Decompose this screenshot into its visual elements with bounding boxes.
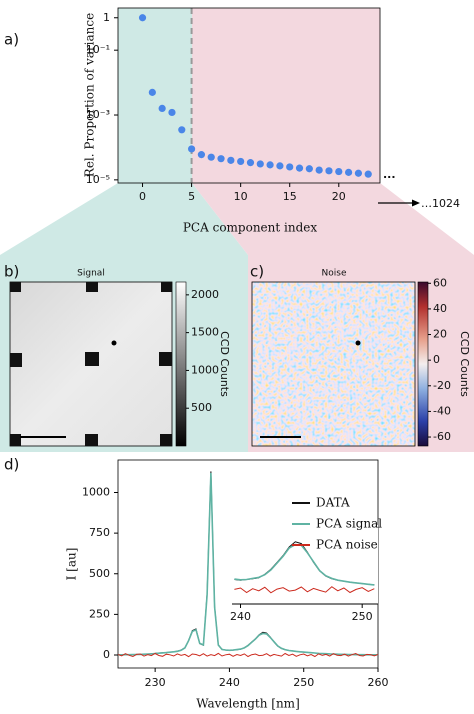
point <box>187 145 196 153</box>
point <box>217 155 225 163</box>
colorbar-tick-label: 2000 <box>191 288 219 301</box>
y-tick-label: 500 <box>89 567 110 580</box>
pad <box>85 434 98 446</box>
colorbar-label: CCD Counts <box>218 331 231 397</box>
legend-label: PCA signal <box>316 517 382 531</box>
y-axis-label: Rel. Proportion of variance <box>83 13 97 177</box>
image <box>252 282 415 446</box>
y-tick-label: 1 <box>103 11 110 24</box>
point <box>276 162 284 170</box>
y-tick-label: 0 <box>103 648 110 661</box>
colorbar-tick-label: -40 <box>433 404 451 417</box>
point <box>295 164 304 172</box>
panel-label: a) <box>4 31 19 49</box>
inset-tick-label: 250 <box>352 610 373 623</box>
point <box>158 104 166 113</box>
inset-tick-label: 240 <box>230 610 251 623</box>
signal-image <box>9 281 187 447</box>
point <box>325 167 333 175</box>
x-tick-label: 260 <box>368 676 389 689</box>
point <box>178 126 186 134</box>
x-tick-label: 0 <box>139 190 146 203</box>
point <box>168 108 176 117</box>
colorbar-tick-label: 0 <box>433 353 440 366</box>
pad <box>86 282 98 292</box>
y-tick-label: 10⁻¹ <box>86 43 110 56</box>
annotation: …1024 <box>421 197 460 210</box>
y-tick-label: 750 <box>89 526 110 539</box>
point <box>344 168 353 176</box>
inset-line <box>234 586 375 594</box>
colorbar-tick-label: 500 <box>191 401 212 414</box>
colorbar-tick-label: 60 <box>433 276 447 289</box>
point <box>266 161 274 169</box>
noise-image <box>251 281 429 447</box>
series-line <box>117 652 379 658</box>
pad <box>161 282 172 292</box>
x-tick-label: 20 <box>332 190 346 203</box>
y-tick-label: 10⁻³ <box>86 108 110 121</box>
colorbar-tick-label: 40 <box>433 302 447 315</box>
point <box>256 160 264 168</box>
axes-frame <box>117 7 381 184</box>
x-axis-label: PCA component index <box>183 221 318 235</box>
pad <box>160 434 172 446</box>
colorbar-tick-label: 1500 <box>191 326 219 339</box>
legend-label: DATA <box>316 496 350 510</box>
panel-label: b) <box>4 263 19 281</box>
x-tick-label: 10 <box>234 190 248 203</box>
point <box>364 170 372 178</box>
point <box>354 169 363 177</box>
pad <box>10 282 21 292</box>
point <box>138 14 147 22</box>
x-tick-label: 240 <box>219 676 240 689</box>
panel-label: c) <box>250 263 264 281</box>
x-tick-label: 5 <box>188 190 195 203</box>
point <box>315 166 323 174</box>
y-tick-label: 1000 <box>82 486 110 499</box>
marker <box>355 340 361 346</box>
pad <box>10 353 22 367</box>
inset-line <box>234 543 375 586</box>
y-tick-label: 250 <box>89 607 110 620</box>
point <box>286 163 294 171</box>
point <box>246 159 255 167</box>
colorbar-tick-label: -20 <box>433 379 451 392</box>
pad <box>85 352 99 366</box>
y-tick-label: 10⁻⁵ <box>86 173 110 186</box>
point <box>148 88 156 96</box>
point <box>237 157 245 166</box>
y-axis-label: I [au] <box>65 548 79 581</box>
panel-label: d) <box>4 456 19 474</box>
x-tick-label: 15 <box>283 190 297 203</box>
x-axis-label: Wavelength [nm] <box>196 697 300 711</box>
pad <box>10 434 21 446</box>
x-tick-label: 250 <box>293 676 314 689</box>
marker <box>111 340 117 346</box>
colorbar-tick-label: -60 <box>433 430 451 443</box>
colorbar <box>175 281 187 447</box>
annotation: ... <box>383 168 396 181</box>
colorbar-tick-label: 20 <box>433 328 447 341</box>
panel-title: Noise <box>322 269 347 279</box>
legend-label: PCA noise <box>316 538 378 552</box>
point <box>305 165 313 173</box>
image-frame <box>251 281 416 447</box>
point <box>227 156 235 164</box>
x-tick-label: 230 <box>145 676 166 689</box>
colorbar <box>417 281 429 447</box>
pad <box>159 352 172 366</box>
point <box>335 167 343 176</box>
colorbar-tick-label: 1000 <box>191 363 219 376</box>
point <box>197 151 206 159</box>
panel-title: Signal <box>77 269 105 279</box>
colorbar-label: CCD Counts <box>458 331 471 397</box>
arrow-head <box>412 199 420 207</box>
point <box>207 153 215 161</box>
